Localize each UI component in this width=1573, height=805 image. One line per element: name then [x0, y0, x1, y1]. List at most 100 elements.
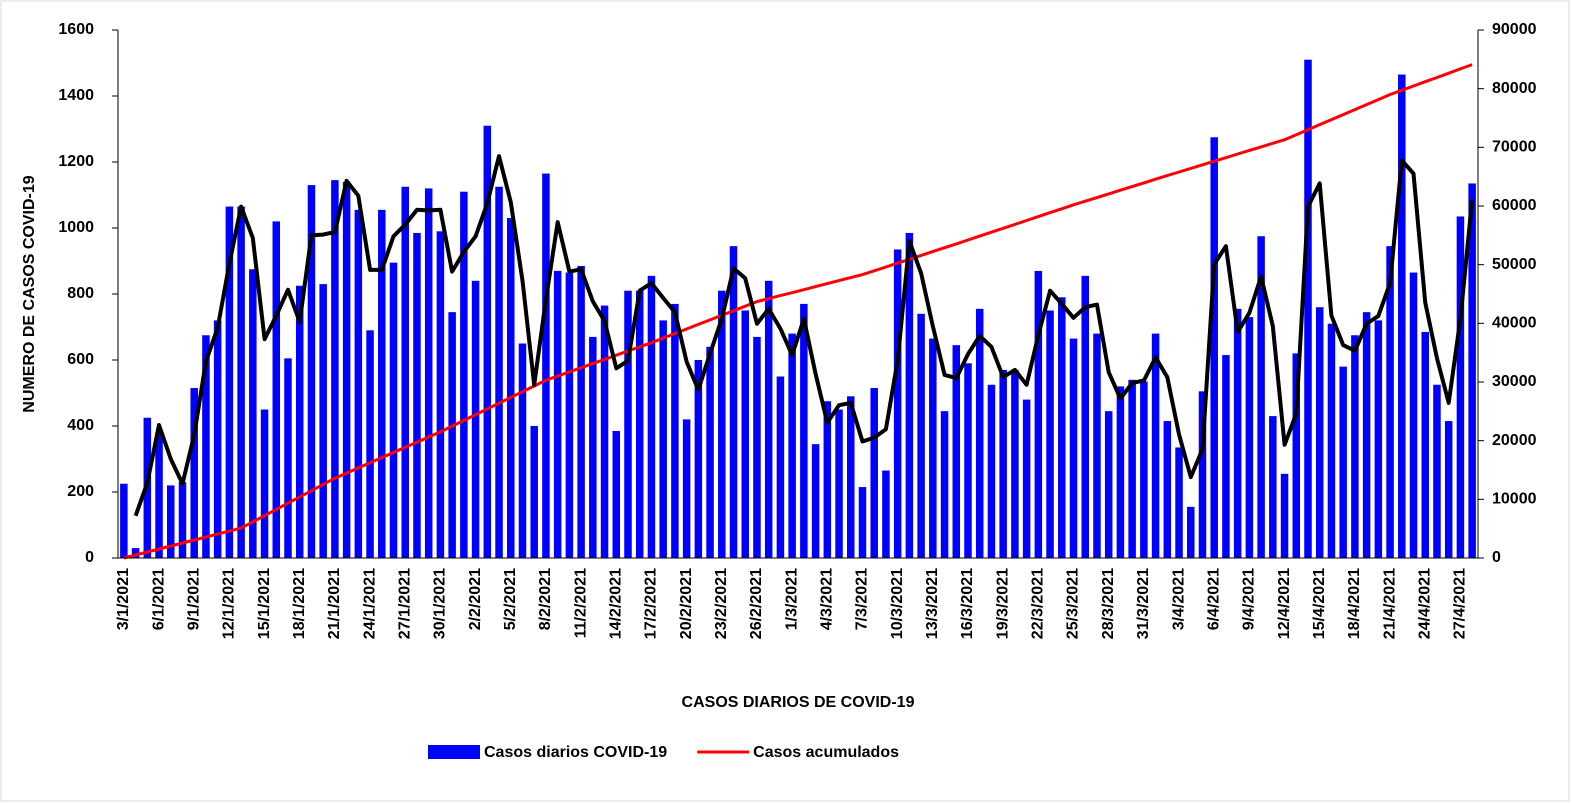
y2-tick-label: 0 — [1492, 549, 1501, 566]
x-tick-label: 8/2/2021 — [537, 568, 554, 630]
bar — [589, 336, 597, 558]
x-tick-label: 6/1/2021 — [150, 568, 167, 630]
y-tick-label: 1400 — [58, 87, 94, 104]
y-tick-label: 400 — [67, 417, 94, 434]
bar — [1046, 310, 1054, 558]
bar — [940, 411, 949, 558]
x-tick-label: 11/2/2021 — [572, 568, 589, 638]
y2-tick-label: 20000 — [1492, 432, 1537, 449]
bar — [823, 401, 832, 558]
x-tick-label: 3/1/2021 — [115, 568, 132, 630]
bar — [811, 444, 820, 558]
bar — [1210, 137, 1218, 558]
bar — [401, 186, 409, 558]
bar — [1409, 272, 1418, 558]
x-tick-label: 25/3/2021 — [1065, 568, 1082, 639]
bar — [1433, 384, 1441, 558]
bar — [1280, 473, 1289, 558]
line — [123, 63, 1473, 560]
bar — [682, 419, 691, 558]
bar — [507, 218, 515, 558]
bar — [753, 336, 761, 558]
bar — [436, 231, 445, 559]
y2-tick-label: 10000 — [1492, 491, 1537, 508]
bar — [565, 272, 574, 558]
line — [133, 154, 1475, 517]
bar — [893, 249, 902, 558]
x-tick-label: 12/4/2021 — [1276, 568, 1293, 639]
x-tick-label: 1/3/2021 — [783, 568, 800, 630]
x-tick-label: 2/2/2021 — [467, 568, 484, 630]
bar — [495, 186, 503, 558]
x-tick-label: 24/4/2021 — [1416, 568, 1433, 639]
y2-tick-label: 60000 — [1492, 197, 1537, 214]
bar — [319, 284, 327, 558]
y-tick-label: 1200 — [58, 153, 94, 170]
x-tick-label: 19/3/2021 — [994, 568, 1011, 639]
bar — [659, 320, 667, 558]
bar — [1233, 308, 1242, 558]
x-tick-label: 27/4/2021 — [1452, 568, 1469, 639]
bar — [307, 185, 316, 558]
bar — [1304, 59, 1312, 558]
bar — [776, 376, 785, 558]
bar — [1468, 183, 1476, 558]
bar — [788, 333, 796, 558]
x-tick-label: 4/3/2021 — [819, 568, 836, 630]
x-tick-label: 16/3/2021 — [959, 568, 976, 639]
bar — [729, 246, 738, 558]
bar — [190, 388, 198, 558]
bar — [1421, 331, 1429, 558]
bar — [483, 125, 492, 558]
bar — [764, 280, 773, 558]
x-tick-label: 13/3/2021 — [924, 568, 941, 639]
x-tick-label: 30/1/2021 — [432, 568, 449, 639]
x-tick-label: 17/2/2021 — [643, 568, 660, 639]
bar — [1128, 379, 1136, 558]
bar — [471, 280, 480, 558]
bar — [952, 345, 961, 558]
bar — [1315, 307, 1324, 558]
bar — [917, 313, 925, 558]
bar — [213, 320, 222, 558]
bar — [929, 338, 937, 558]
y2-tick-label: 40000 — [1492, 315, 1537, 332]
x-tick-label: 10/3/2021 — [889, 568, 906, 639]
bar — [1093, 333, 1101, 558]
x-tick-label: 15/1/2021 — [256, 568, 273, 639]
bar — [378, 209, 386, 558]
bar — [1034, 270, 1043, 558]
bar — [1163, 421, 1172, 558]
bar — [542, 173, 550, 559]
bar — [905, 232, 914, 558]
legend-label: Casos diarios COVID-19 — [484, 744, 667, 761]
bar — [706, 346, 714, 558]
bar — [1104, 411, 1113, 558]
bar — [155, 432, 163, 558]
y-tick-label: 1600 — [58, 21, 94, 38]
x-tick-label: 9/4/2021 — [1241, 568, 1258, 630]
bar — [237, 206, 245, 559]
x-tick-label: 21/1/2021 — [326, 568, 343, 639]
bar — [249, 269, 257, 558]
x-tick-label: 20/2/2021 — [678, 568, 695, 639]
bar — [389, 262, 398, 558]
x-tick-label: 27/1/2021 — [396, 568, 413, 639]
y2-tick-label: 30000 — [1492, 373, 1537, 390]
bar — [1362, 312, 1371, 558]
y2-tick-label: 70000 — [1492, 139, 1537, 156]
x-tick-label: 6/4/2021 — [1205, 568, 1222, 630]
bar — [366, 330, 374, 558]
bar — [671, 303, 679, 558]
y-tick-label: 1000 — [58, 219, 94, 236]
bar — [1292, 353, 1301, 558]
bar — [847, 396, 855, 558]
bar — [448, 312, 456, 558]
x-tick-label: 12/1/2021 — [221, 568, 238, 639]
x-tick-label: 18/1/2021 — [291, 568, 308, 639]
y-tick-label: 200 — [67, 483, 94, 500]
bar — [1269, 416, 1277, 558]
legend-swatch — [428, 745, 480, 759]
bar — [1444, 421, 1453, 558]
bar — [272, 221, 281, 558]
